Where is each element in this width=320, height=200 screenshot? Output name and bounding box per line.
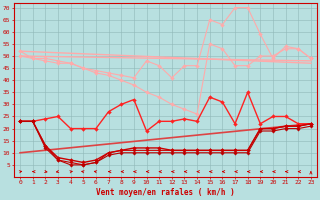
X-axis label: Vent moyen/en rafales ( km/h ): Vent moyen/en rafales ( km/h ) [96, 188, 235, 197]
